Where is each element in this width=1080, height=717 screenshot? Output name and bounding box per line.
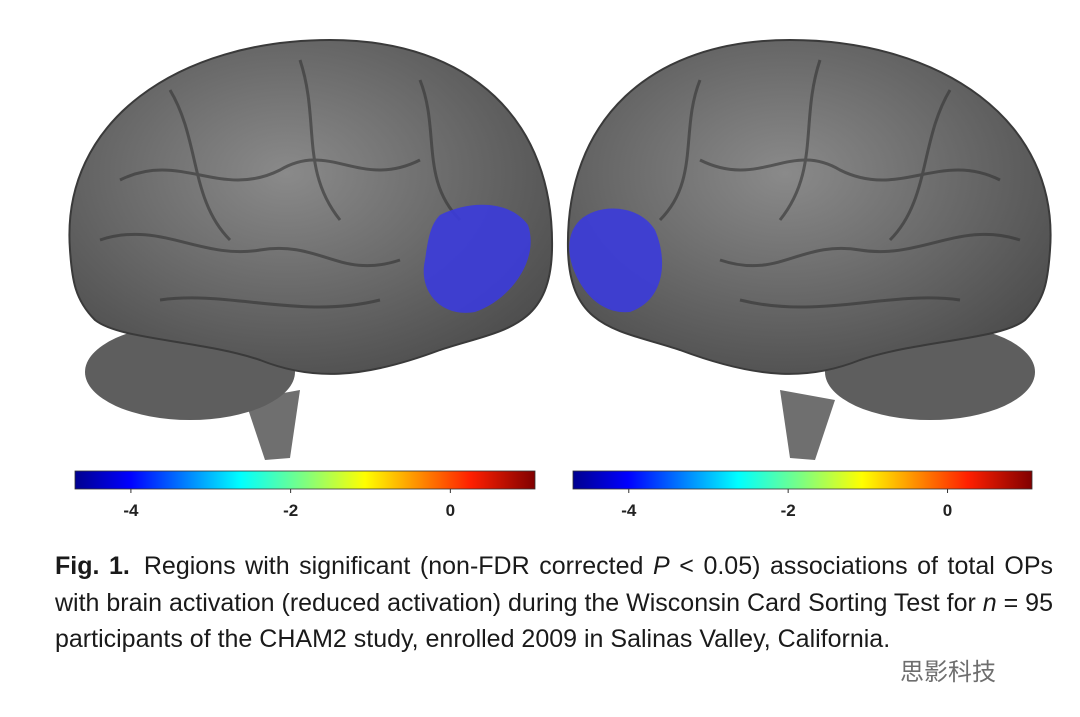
tick-label: -2 bbox=[781, 501, 796, 520]
caption-text: = 95 participants of the CHAM2 study, en… bbox=[55, 588, 1053, 654]
caption-text: < 0.05) associations of total OPs with b… bbox=[55, 552, 1053, 617]
tick-label: -4 bbox=[621, 501, 637, 520]
caption-text: Regions with significant (non-FDR correc… bbox=[143, 552, 654, 580]
watermark: 思影科技 bbox=[900, 658, 996, 686]
tick-label: 0 bbox=[446, 501, 455, 520]
right-brain bbox=[566, 38, 1052, 460]
caption-italic: P bbox=[653, 552, 670, 580]
tick-label: -4 bbox=[123, 501, 139, 520]
colorbar bbox=[74, 470, 536, 490]
caption-label: Fig. 1. bbox=[55, 552, 130, 580]
tick-label: 0 bbox=[943, 501, 952, 520]
colorbar bbox=[572, 470, 1033, 490]
left-brain bbox=[68, 38, 554, 460]
figure-graphic: -4 -2 0 -4 -2 0 bbox=[68, 38, 1052, 520]
caption: Fig. 1. Regions with significant (non-FDR… bbox=[55, 548, 1053, 658]
caption-italic: n bbox=[982, 588, 997, 617]
tick-label: -2 bbox=[283, 501, 298, 520]
